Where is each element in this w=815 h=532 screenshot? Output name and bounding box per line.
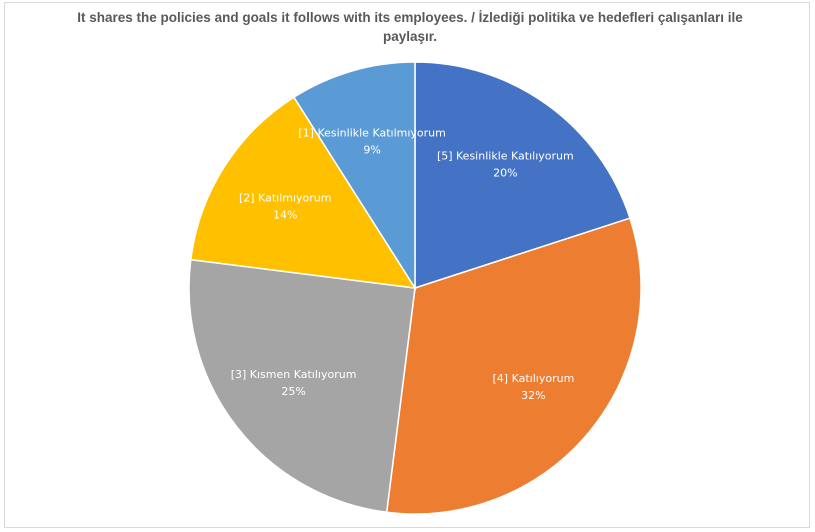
slice-percent-label: 9% xyxy=(363,143,380,156)
pie-slice xyxy=(292,61,416,291)
pie-slice xyxy=(385,217,642,515)
slice-percent-label: 25% xyxy=(281,385,305,398)
chart-title: It shares the policies and goals it foll… xyxy=(77,10,743,44)
pie-slice xyxy=(414,61,631,290)
slice-percent-label: 32% xyxy=(521,389,545,402)
slice-percent-label: 20% xyxy=(493,167,517,180)
slice-label: [5] Kesinlikle Katılıyorum xyxy=(437,150,574,163)
slice-label: [4] Katılıyorum xyxy=(493,372,575,385)
pie-slice xyxy=(188,258,416,514)
slice-label: [1] Kesinlikle Katılmıyorum xyxy=(298,126,445,139)
slice-label: [3] Kısmen Katılıyorum xyxy=(231,368,357,381)
slice-percent-label: 14% xyxy=(273,209,297,222)
slice-label: [2] Katılmıyorum xyxy=(239,192,332,205)
pie-slice xyxy=(189,96,417,289)
